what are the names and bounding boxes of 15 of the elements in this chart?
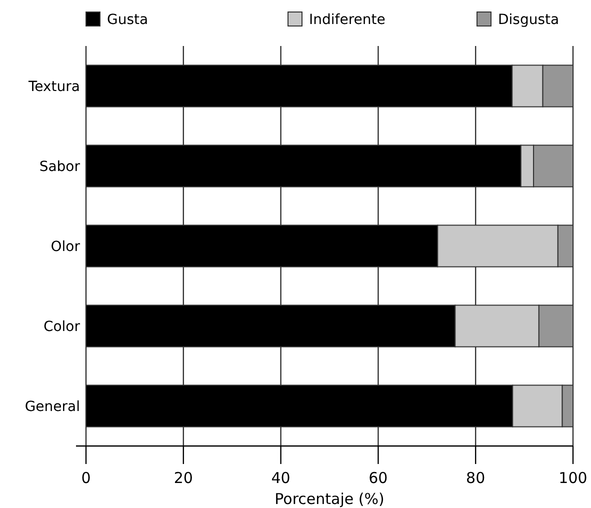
y-tick-label: Sabor (39, 158, 80, 175)
x-axis-title: Porcentaje (%) (274, 490, 384, 508)
x-tick-label: 60 (368, 469, 388, 487)
x-tick-label: 40 (271, 469, 290, 487)
x-tick-label: 20 (174, 469, 193, 487)
y-tick-label: General (24, 398, 80, 415)
legend-label: Disgusta (498, 12, 560, 28)
legend-label: Gusta (107, 12, 148, 28)
x-tick-label: 80 (466, 469, 486, 487)
legend-label: Indiferente (309, 12, 386, 28)
x-tick-label: 0 (81, 469, 91, 487)
y-tick-label: Olor (50, 238, 80, 255)
y-tick-label: Color (43, 318, 80, 335)
x-tick-label: 100 (558, 469, 588, 487)
y-tick-label: Textura (27, 78, 80, 95)
